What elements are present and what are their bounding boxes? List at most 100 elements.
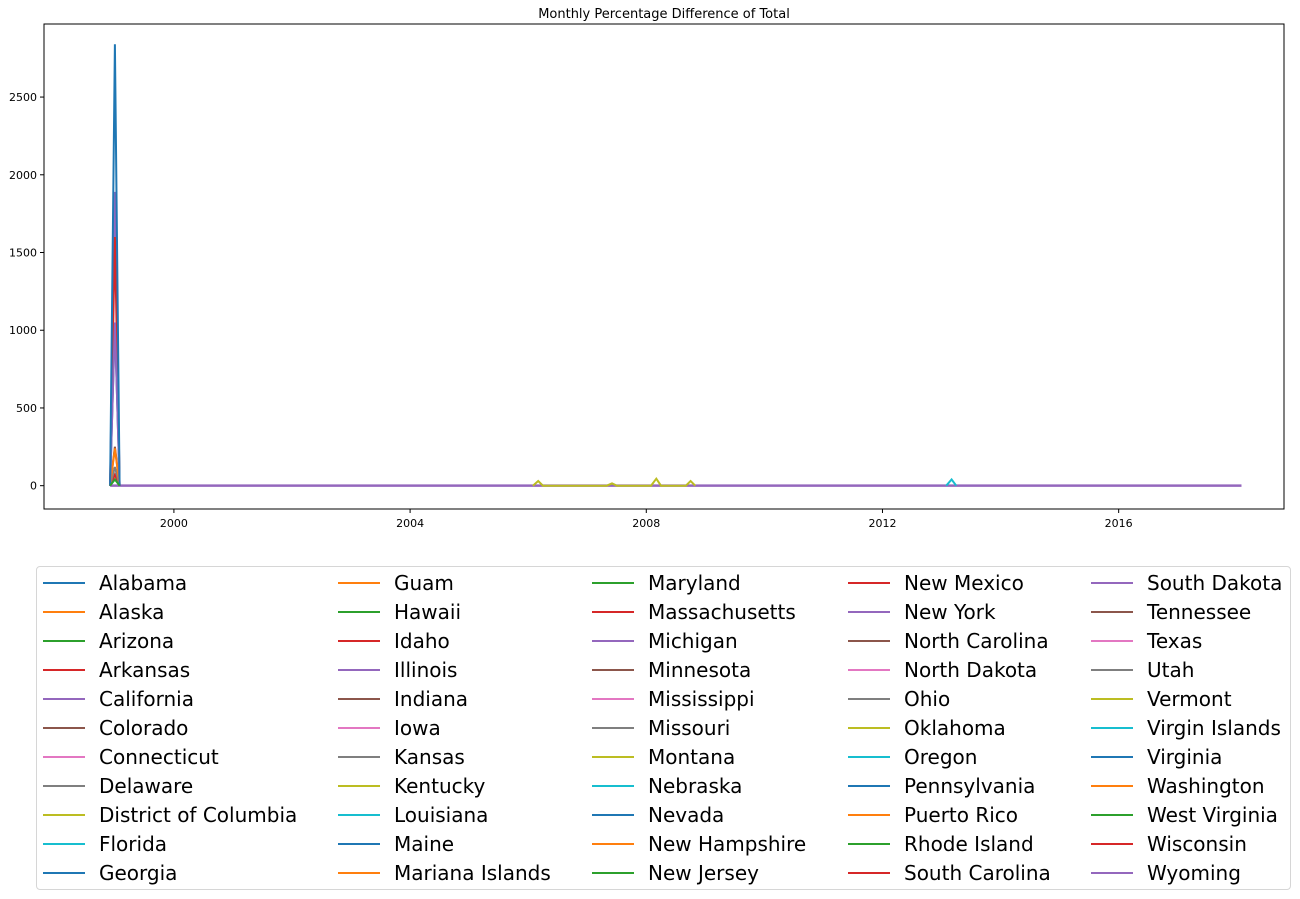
legend-label: Arizona	[99, 628, 175, 653]
legend-swatch	[848, 581, 890, 584]
legend-entry: Missouri	[592, 713, 730, 742]
legend-entry: New Hampshire	[592, 829, 806, 858]
legend-entry: West Virginia	[1091, 800, 1278, 829]
legend-label: Kansas	[394, 744, 465, 769]
legend-label: Maine	[394, 831, 455, 856]
series-line-louisiana	[945, 477, 958, 487]
legend-entry: Wisconsin	[1091, 829, 1247, 858]
legend-label: South Carolina	[904, 860, 1051, 885]
legend-swatch	[43, 842, 85, 845]
legend-entry: Iowa	[338, 713, 441, 742]
y-tick-label: 2000	[9, 169, 37, 182]
legend-swatch	[338, 581, 380, 584]
legend-entry: Texas	[1091, 626, 1202, 655]
legend-swatch	[592, 871, 634, 874]
legend-entry: Oregon	[848, 742, 977, 771]
legend-label: Mariana Islands	[394, 860, 551, 885]
series-line-kentucky	[532, 476, 697, 487]
legend-swatch	[592, 726, 634, 729]
legend-entry: Maryland	[592, 568, 741, 597]
y-tick-label: 2500	[9, 91, 37, 104]
legend-swatch	[848, 871, 890, 874]
legend-entry: Illinois	[338, 655, 457, 684]
legend-swatch	[848, 726, 890, 729]
legend-swatch	[338, 697, 380, 700]
legend-label: California	[99, 686, 194, 711]
legend-label: Utah	[1147, 657, 1195, 682]
legend-swatch	[338, 842, 380, 845]
legend-label: Louisiana	[394, 802, 489, 827]
legend-label: Maryland	[648, 570, 741, 595]
legend-swatch	[848, 813, 890, 816]
legend-label: New Mexico	[904, 570, 1024, 595]
series-layer	[109, 44, 1242, 487]
legend-swatch	[338, 610, 380, 613]
legend-label: North Carolina	[904, 628, 1049, 653]
legend-entry: Hawaii	[338, 597, 461, 626]
legend-swatch	[848, 842, 890, 845]
series-line-maine	[109, 44, 121, 486]
legend-swatch	[592, 639, 634, 642]
legend-swatch	[43, 726, 85, 729]
legend-swatch	[592, 755, 634, 758]
legend-entry: South Dakota	[1091, 568, 1282, 597]
legend-swatch	[43, 668, 85, 671]
legend-label: Arkansas	[99, 657, 191, 682]
legend-label: Massachusetts	[648, 599, 796, 624]
legend-entry: North Dakota	[848, 655, 1037, 684]
legend-entry: New York	[848, 597, 996, 626]
legend-entry: Tennessee	[1091, 597, 1251, 626]
legend-entry: Georgia	[43, 858, 177, 887]
series-line-maryland	[109, 477, 121, 487]
legend-entry: New Mexico	[848, 568, 1024, 597]
legend-entry: Florida	[43, 829, 167, 858]
legend-entry: New Jersey	[592, 858, 759, 887]
legend-entry: Arizona	[43, 626, 174, 655]
legend-label: Vermont	[1147, 686, 1232, 711]
legend-entry: Puerto Rico	[848, 800, 1018, 829]
legend-entry: Kansas	[338, 742, 465, 771]
legend-swatch	[1091, 813, 1133, 816]
legend-entry: Ohio	[848, 684, 950, 713]
legend-swatch	[1091, 581, 1133, 584]
legend-swatch	[848, 697, 890, 700]
legend-label: District of Columbia	[99, 802, 298, 827]
legend-label: Nebraska	[648, 773, 743, 798]
legend-label: North Dakota	[904, 657, 1038, 682]
chart-title: Monthly Percentage Difference of Total	[538, 7, 790, 22]
legend-label: South Dakota	[1147, 570, 1283, 595]
legend-swatch	[1091, 668, 1133, 671]
legend-entry: Guam	[338, 568, 454, 597]
legend-swatch	[43, 755, 85, 758]
legend-label: Tennessee	[1147, 599, 1252, 624]
legend-swatch	[592, 784, 634, 787]
legend-entry: Rhode Island	[848, 829, 1034, 858]
legend-label: Montana	[648, 744, 736, 769]
legend-swatch	[848, 755, 890, 758]
legend-entry: Alabama	[43, 568, 187, 597]
legend-label: New Jersey	[648, 860, 759, 885]
legend-entry: California	[43, 684, 194, 713]
y-tick-label: 0	[30, 480, 37, 493]
legend-swatch	[43, 639, 85, 642]
legend-label: Minnesota	[648, 657, 752, 682]
x-tick-label: 2004	[396, 517, 424, 530]
legend-swatch	[1091, 784, 1133, 787]
legend-label: Wyoming	[1147, 860, 1241, 885]
legend-swatch	[43, 871, 85, 874]
legend-label: Florida	[99, 831, 168, 856]
legend-entry: Oklahoma	[848, 713, 1006, 742]
legend: Alabama Alaska Arizona Arkansas California Co…	[36, 566, 1291, 890]
legend-label: Georgia	[99, 860, 178, 885]
legend-swatch	[338, 639, 380, 642]
legend-swatch	[338, 726, 380, 729]
legend-label: Kentucky	[394, 773, 486, 798]
legend-label: Illinois	[394, 657, 458, 682]
legend-label: Indiana	[394, 686, 469, 711]
legend-label: Oklahoma	[904, 715, 1006, 740]
legend-label: Nevada	[648, 802, 725, 827]
legend-label: Colorado	[99, 715, 189, 740]
legend-swatch	[338, 668, 380, 671]
legend-entry: Louisiana	[338, 800, 488, 829]
legend-label: Alaska	[99, 599, 165, 624]
